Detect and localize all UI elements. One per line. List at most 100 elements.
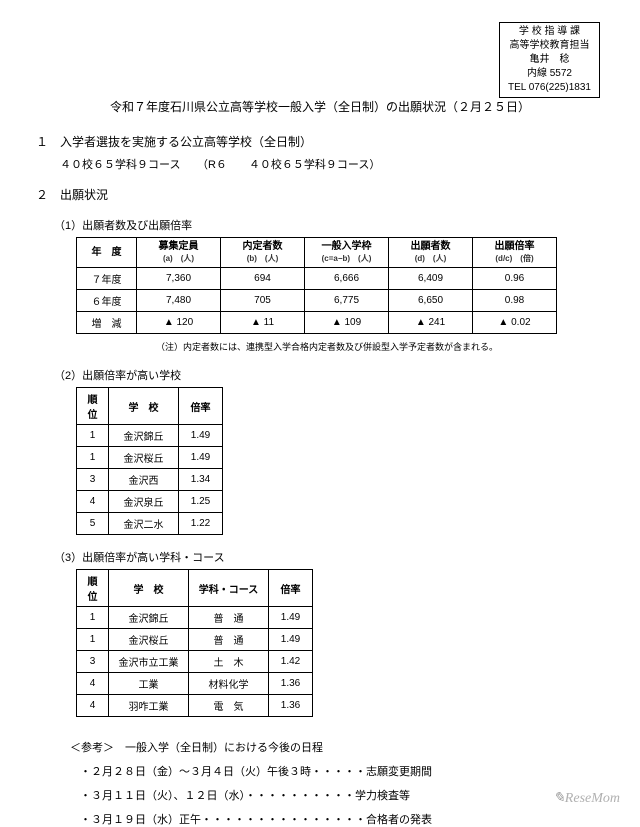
section2-2: （2）出願倍率が高い学校 <box>54 367 604 383</box>
cell: 1.42 <box>269 651 313 673</box>
cell: 金沢西 <box>109 469 179 491</box>
cell: 3 <box>77 651 109 673</box>
cell: 1.49 <box>269 607 313 629</box>
col-header: 出願者数(d) (人) <box>389 238 473 268</box>
cell: ▲ 109 <box>305 312 389 334</box>
cell: 4 <box>77 491 109 513</box>
cell: 6,666 <box>305 268 389 290</box>
cell: 土 木 <box>189 651 269 673</box>
cell: ▲ 120 <box>137 312 221 334</box>
cell: 1.22 <box>179 513 223 535</box>
col-header: 順位 <box>77 388 109 425</box>
contact-l5: TEL 076(225)1831 <box>508 81 591 95</box>
cell: 1.49 <box>269 629 313 651</box>
section1-body: ４０校６５学科９コース （R６ ４０校６５学科９コース） <box>60 156 604 172</box>
cell: 羽咋工業 <box>109 695 189 717</box>
col-header: 学 校 <box>109 570 189 607</box>
cell: 3 <box>77 469 109 491</box>
cell: 1.49 <box>179 447 223 469</box>
section2-1: （1）出願者数及び出願倍率 <box>54 217 604 233</box>
cell: 4 <box>77 673 109 695</box>
cell: 1 <box>77 629 109 651</box>
cell: ▲ 0.02 <box>473 312 557 334</box>
cell: 増 減 <box>77 312 137 334</box>
cell: ６年度 <box>77 290 137 312</box>
contact-l1: 学 校 指 導 課 <box>508 25 591 39</box>
cell: ▲ 11 <box>221 312 305 334</box>
cell: 6,409 <box>389 268 473 290</box>
cell: 694 <box>221 268 305 290</box>
col-header: 一般入学枠(c=a−b) (人) <box>305 238 389 268</box>
cell: 1 <box>77 425 109 447</box>
cell: 5 <box>77 513 109 535</box>
cell: 金沢二水 <box>109 513 179 535</box>
cell: 金沢錦丘 <box>109 607 189 629</box>
cell: 1 <box>77 607 109 629</box>
cell: 金沢市立工業 <box>109 651 189 673</box>
cell: 1 <box>77 447 109 469</box>
col-header: 学 校 <box>109 388 179 425</box>
contact-l4: 内線 5572 <box>508 67 591 81</box>
col-header: 学科・コース <box>189 570 269 607</box>
col-header: 順位 <box>77 570 109 607</box>
section1-head: １ 入学者選抜を実施する公立高等学校（全日制） <box>36 133 604 150</box>
cell: 1.36 <box>269 695 313 717</box>
schedule-line: ・３月１９日（水）正午・・・・・・・・・・・・・・・合格者の発表 <box>80 811 604 827</box>
section2-3: （3）出願倍率が高い学科・コース <box>54 549 604 565</box>
watermark: ✎ReseMom <box>553 790 620 807</box>
cell: 0.96 <box>473 268 557 290</box>
col-header: 募集定員(a) (人) <box>137 238 221 268</box>
table-row: 1金沢錦丘普 通1.49 <box>77 607 313 629</box>
cell: ７年度 <box>77 268 137 290</box>
cell: 金沢泉丘 <box>109 491 179 513</box>
contact-box: 学 校 指 導 課 高等学校教育担当 亀井 稔 内線 5572 TEL 076(… <box>499 22 600 98</box>
table-row: 5金沢二水1.22 <box>77 513 223 535</box>
cell: 1.25 <box>179 491 223 513</box>
table-row: 1金沢桜丘普 通1.49 <box>77 629 313 651</box>
cell: 普 通 <box>189 607 269 629</box>
col-header: 倍率 <box>179 388 223 425</box>
cell: 金沢錦丘 <box>109 425 179 447</box>
section2-head: ２ 出願状況 <box>36 186 604 203</box>
cell: 7,360 <box>137 268 221 290</box>
schedule-head: ＜参考＞ 一般入学（全日制）における今後の日程 <box>70 739 604 755</box>
watermark-icon: ✎ <box>553 791 565 806</box>
cell: 7,480 <box>137 290 221 312</box>
table-row: 4羽咋工業電 気1.36 <box>77 695 313 717</box>
col-header: 内定者数(b) (人) <box>221 238 305 268</box>
cell: 6,650 <box>389 290 473 312</box>
cell: 工業 <box>109 673 189 695</box>
cell: 1.49 <box>179 425 223 447</box>
cell: 6,775 <box>305 290 389 312</box>
contact-l3: 亀井 稔 <box>508 53 591 67</box>
col-header: 倍率 <box>269 570 313 607</box>
schedule-line: ・３月１１日（火）、１２日（水）・・・・・・・・・・学力検査等 <box>80 787 604 803</box>
cell: 電 気 <box>189 695 269 717</box>
table-row: 4金沢泉丘1.25 <box>77 491 223 513</box>
col-header: 年 度 <box>77 238 137 268</box>
table-2: 順位学 校倍率1金沢錦丘1.491金沢桜丘1.493金沢西1.344金沢泉丘1.… <box>76 387 223 535</box>
cell: 金沢桜丘 <box>109 629 189 651</box>
table-row: 3金沢西1.34 <box>77 469 223 491</box>
note1: （注）内定者数には、連携型入学合格内定者数及び併設型入学予定者数が含まれる。 <box>156 340 604 353</box>
table-row: 1金沢桜丘1.49 <box>77 447 223 469</box>
cell: 4 <box>77 695 109 717</box>
table-3: 順位学 校学科・コース倍率1金沢錦丘普 通1.491金沢桜丘普 通1.493金沢… <box>76 569 313 717</box>
cell: 1.36 <box>269 673 313 695</box>
schedule-line: ・２月２８日（金）～３月４日（火）午後３時・・・・・志願変更期間 <box>80 763 604 779</box>
table-row: ７年度7,3606946,6666,4090.96 <box>77 268 557 290</box>
table-1: 年 度募集定員(a) (人)内定者数(b) (人)一般入学枠(c=a−b) (人… <box>76 237 557 334</box>
col-header: 出願倍率(d/c) (倍) <box>473 238 557 268</box>
table-row: 4工業材料化学1.36 <box>77 673 313 695</box>
cell: 金沢桜丘 <box>109 447 179 469</box>
cell: 普 通 <box>189 629 269 651</box>
table-row: 3金沢市立工業土 木1.42 <box>77 651 313 673</box>
cell: 1.34 <box>179 469 223 491</box>
watermark-text: ReseMom <box>565 791 620 806</box>
table-row: 増 減▲ 120▲ 11▲ 109▲ 241▲ 0.02 <box>77 312 557 334</box>
contact-l2: 高等学校教育担当 <box>508 39 591 53</box>
table-row: 1金沢錦丘1.49 <box>77 425 223 447</box>
table-row: ６年度7,4807056,7756,6500.98 <box>77 290 557 312</box>
cell: 材料化学 <box>189 673 269 695</box>
cell: 705 <box>221 290 305 312</box>
